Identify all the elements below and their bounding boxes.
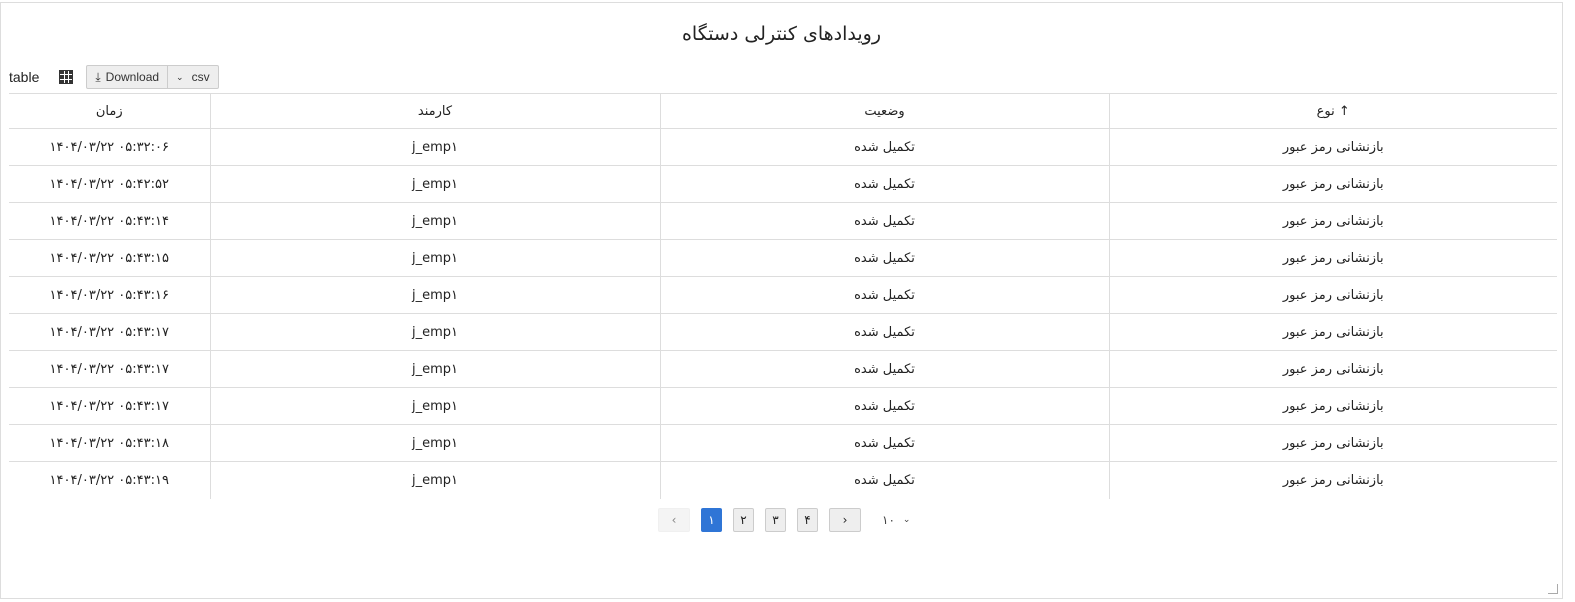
cell-status: تکمیل شده: [659, 202, 1109, 240]
column-header-status[interactable]: وضعیت: [659, 93, 1109, 129]
column-header-employee[interactable]: کارمند: [209, 93, 660, 129]
cell-type: بازنشانی رمز عبور: [1108, 165, 1557, 203]
download-icon: ⤓: [95, 69, 101, 84]
cell-type: بازنشانی رمز عبور: [1108, 128, 1557, 166]
table-row: بازنشانی رمز عبور تکمیل شده j_emp۱ ۱۴۰۴/۰۳/…: [9, 424, 1557, 462]
pager-right-button[interactable]: ›: [829, 508, 861, 532]
pager-left-button[interactable]: ‹: [658, 508, 690, 532]
table-row: بازنشانی رمز عبور تکمیل شده j_emp۱ ۱۴۰۴/۰۳/…: [9, 276, 1557, 314]
cell-type: بازنشانی رمز عبور: [1108, 202, 1557, 240]
events-table: ↑ نوع وضعیت کارمند زمان بازنشانی رمز عبو…: [9, 93, 1557, 499]
cell-status: تکمیل شده: [659, 313, 1109, 351]
toolbar: table ⤓ Download ⌄ csv: [9, 65, 219, 89]
resize-handle[interactable]: [1548, 584, 1558, 594]
download-button[interactable]: ⤓ Download: [95, 69, 160, 85]
cell-employee: j_emp۱: [209, 461, 660, 499]
cell-time: ۱۴۰۴/۰۳/۲۲ ۰۵:۴۳:۱۴: [9, 202, 210, 240]
cell-time: ۱۴۰۴/۰۳/۲۲ ۰۵:۴۳:۱۵: [9, 239, 210, 277]
cell-type: بازنشانی رمز عبور: [1108, 424, 1557, 462]
view-label: table: [9, 69, 40, 85]
cell-status: تکمیل شده: [659, 424, 1109, 462]
cell-type: بازنشانی رمز عبور: [1108, 239, 1557, 277]
chevron-down-icon: ⌄: [176, 71, 184, 82]
cell-type: بازنشانی رمز عبور: [1108, 276, 1557, 314]
cell-status: تکمیل شده: [659, 128, 1109, 166]
cell-status: تکمیل شده: [659, 239, 1109, 277]
cell-type: بازنشانی رمز عبور: [1108, 461, 1557, 499]
chevron-down-icon: ⌄: [902, 515, 911, 525]
panel-title: رویدادهای کنترلی دستگاه: [681, 23, 882, 45]
cell-time: ۱۴۰۴/۰۳/۲۲ ۰۵:۴۳:۱۷: [9, 387, 210, 425]
cell-time: ۱۴۰۴/۰۳/۲۲ ۰۵:۴۳:۱۷: [9, 313, 210, 351]
table-row: بازنشانی رمز عبور تکمیل شده j_emp۱ ۱۴۰۴/۰۳/…: [9, 313, 1557, 351]
page-3[interactable]: ۳: [765, 508, 786, 532]
cell-time: ۱۴۰۴/۰۳/۲۲ ۰۵:۴۳:۱۶: [9, 276, 210, 314]
cell-employee: j_emp۱: [209, 239, 660, 277]
cell-employee: j_emp۱: [209, 387, 660, 425]
cell-time: ۱۴۰۴/۰۳/۲۲ ۰۵:۳۲:۰۶: [9, 128, 210, 166]
cell-time: ۱۴۰۴/۰۳/۲۲ ۰۵:۴۳:۱۹: [9, 461, 210, 499]
cell-status: تکمیل شده: [659, 276, 1109, 314]
table-row: بازنشانی رمز عبور تکمیل شده j_emp۱ ۱۴۰۴/۰۳/…: [9, 350, 1557, 388]
cell-employee: j_emp۱: [209, 165, 660, 203]
pagination: ‹ ۱ ۲ ۳ ۴ › ۱۰ ⌄: [658, 508, 910, 532]
format-select[interactable]: ⌄ csv: [167, 66, 218, 88]
sort-asc-icon: ↑: [1338, 103, 1350, 119]
table-row: بازنشانی رمز عبور تکمیل شده j_emp۱ ۱۴۰۴/۰۳/…: [9, 461, 1557, 499]
column-header-type[interactable]: ↑ نوع: [1108, 93, 1557, 129]
page-2[interactable]: ۲: [733, 508, 754, 532]
cell-time: ۱۴۰۴/۰۳/۲۲ ۰۵:۴۳:۱۷: [9, 350, 210, 388]
table-row: بازنشانی رمز عبور تکمیل شده j_emp۱ ۱۴۰۴/۰۳/…: [9, 202, 1557, 240]
cell-employee: j_emp۱: [209, 202, 660, 240]
table-grid-icon[interactable]: [59, 70, 74, 84]
table-row: بازنشانی رمز عبور تکمیل شده j_emp۱ ۱۴۰۴/۰۳/…: [9, 387, 1557, 425]
cell-employee: j_emp۱: [209, 128, 660, 166]
table-row: بازنشانی رمز عبور تکمیل شده j_emp۱ ۱۴۰۴/۰۳/…: [9, 128, 1557, 166]
cell-employee: j_emp۱: [209, 276, 660, 314]
cell-type: بازنشانی رمز عبور: [1108, 350, 1557, 388]
table-row: بازنشانی رمز عبور تکمیل شده j_emp۱ ۱۴۰۴/۰۳/…: [9, 165, 1557, 203]
cell-status: تکمیل شده: [659, 165, 1109, 203]
cell-employee: j_emp۱: [209, 424, 660, 462]
page-1[interactable]: ۱: [701, 508, 722, 532]
cell-status: تکمیل شده: [659, 350, 1109, 388]
cell-type: بازنشانی رمز عبور: [1108, 387, 1557, 425]
cell-employee: j_emp۱: [209, 313, 660, 351]
download-group: ⤓ Download ⌄ csv: [86, 65, 219, 89]
cell-status: تکمیل شده: [659, 387, 1109, 425]
column-header-time[interactable]: زمان: [9, 93, 210, 129]
page-size-select[interactable]: ۱۰ ⌄: [882, 513, 911, 527]
page-4[interactable]: ۴: [797, 508, 818, 532]
table-row: بازنشانی رمز عبور تکمیل شده j_emp۱ ۱۴۰۴/۰۳/…: [9, 239, 1557, 277]
cell-time: ۱۴۰۴/۰۳/۲۲ ۰۵:۴۳:۱۸: [9, 424, 210, 462]
cell-type: بازنشانی رمز عبور: [1108, 313, 1557, 351]
cell-time: ۱۴۰۴/۰۳/۲۲ ۰۵:۴۲:۵۲: [9, 165, 210, 203]
cell-employee: j_emp۱: [209, 350, 660, 388]
cell-status: تکمیل شده: [659, 461, 1109, 499]
